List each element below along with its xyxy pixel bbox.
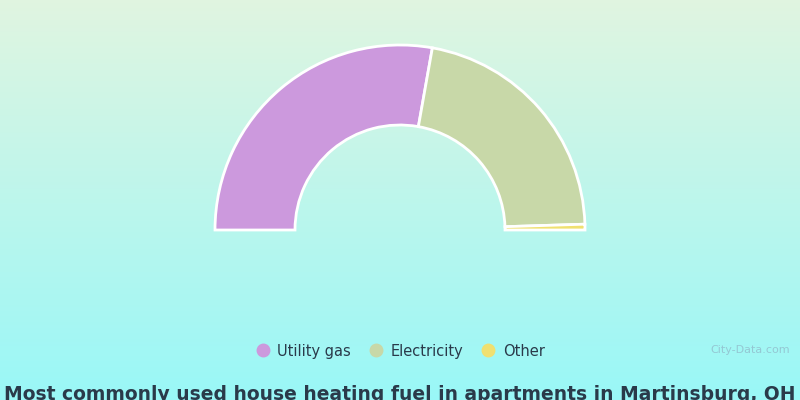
Wedge shape (505, 224, 585, 230)
Wedge shape (418, 48, 585, 227)
Text: Most commonly used house heating fuel in apartments in Martinsburg, OH: Most commonly used house heating fuel in… (4, 385, 796, 400)
Wedge shape (215, 45, 432, 230)
Legend: Utility gas, Electricity, Other: Utility gas, Electricity, Other (250, 338, 550, 365)
Text: City-Data.com: City-Data.com (710, 345, 790, 355)
